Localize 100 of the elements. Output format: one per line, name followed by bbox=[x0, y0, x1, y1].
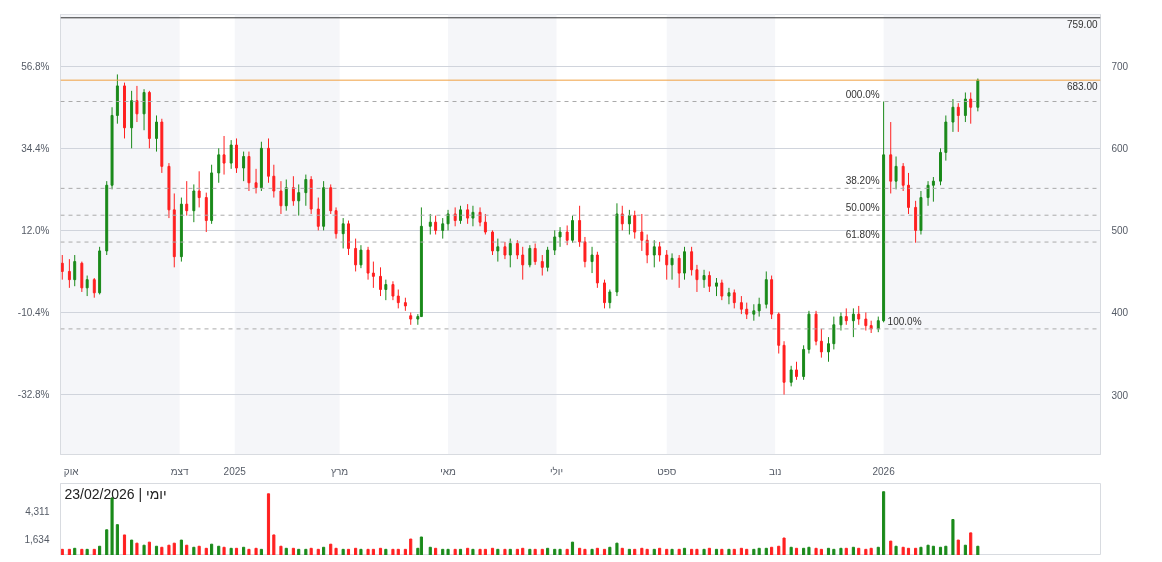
candlestick bbox=[720, 279, 724, 301]
bar bbox=[578, 547, 582, 555]
bar bbox=[334, 547, 338, 555]
bar bbox=[409, 538, 413, 555]
bar bbox=[956, 539, 960, 555]
bar bbox=[695, 548, 699, 555]
annotation: 100.0% bbox=[887, 315, 922, 327]
candlestick bbox=[396, 289, 400, 309]
bar bbox=[963, 544, 967, 555]
bar bbox=[229, 547, 233, 555]
bar bbox=[316, 548, 320, 555]
bar bbox=[546, 547, 550, 555]
candlestick bbox=[951, 98, 955, 133]
candlestick bbox=[496, 238, 500, 263]
bar bbox=[739, 547, 743, 555]
bar bbox=[777, 545, 781, 555]
bar bbox=[466, 547, 470, 555]
candlestick bbox=[690, 246, 694, 277]
bar bbox=[969, 532, 973, 555]
bar bbox=[110, 497, 114, 555]
bar bbox=[976, 545, 980, 555]
bar bbox=[471, 548, 475, 555]
bar bbox=[770, 546, 774, 555]
candlestick bbox=[546, 246, 550, 272]
bar bbox=[204, 547, 208, 555]
candlestick bbox=[633, 210, 637, 240]
candlestick bbox=[242, 151, 246, 182]
candlestick bbox=[508, 238, 512, 268]
bar bbox=[503, 548, 507, 555]
bar bbox=[403, 548, 407, 555]
candlestick bbox=[857, 305, 861, 326]
bar bbox=[832, 548, 836, 555]
bar bbox=[901, 546, 905, 555]
bar bbox=[794, 547, 799, 555]
candlestick bbox=[558, 226, 562, 248]
y-tick-label: 300 bbox=[1111, 389, 1129, 401]
annotation: 000.0% bbox=[845, 88, 880, 100]
x-tick-label: מאי bbox=[440, 465, 457, 477]
bar bbox=[366, 548, 370, 555]
bar bbox=[135, 542, 139, 555]
bar bbox=[802, 547, 806, 555]
bar bbox=[304, 548, 308, 555]
bar bbox=[483, 548, 487, 555]
y-tick-label: 1,634 bbox=[24, 533, 50, 545]
candlestick bbox=[222, 135, 226, 176]
bar bbox=[247, 548, 251, 555]
candlestick bbox=[528, 244, 532, 268]
bar bbox=[602, 548, 607, 555]
bar bbox=[154, 545, 159, 555]
bar bbox=[727, 548, 731, 555]
bar bbox=[528, 548, 532, 555]
candlestick bbox=[658, 241, 662, 263]
candlestick bbox=[695, 264, 699, 293]
candlestick bbox=[316, 197, 320, 231]
bar bbox=[67, 548, 71, 555]
bar bbox=[658, 547, 662, 555]
bar bbox=[396, 548, 400, 555]
bar bbox=[98, 545, 102, 555]
bar bbox=[720, 548, 724, 555]
candlestick bbox=[67, 258, 71, 289]
x-tick-label: מרץ bbox=[330, 465, 349, 477]
bar bbox=[234, 547, 239, 555]
candlestick bbox=[379, 266, 382, 297]
bar bbox=[378, 547, 383, 555]
candlestick bbox=[334, 206, 338, 240]
candlestick bbox=[466, 203, 470, 225]
candlestick bbox=[590, 246, 594, 274]
bar bbox=[553, 548, 557, 555]
candlestick bbox=[819, 328, 823, 359]
candlestick bbox=[640, 213, 644, 252]
candlestick bbox=[677, 254, 681, 289]
bar bbox=[453, 548, 457, 555]
bar bbox=[819, 548, 823, 555]
candlestick bbox=[963, 91, 967, 123]
candlestick bbox=[384, 279, 388, 301]
bar bbox=[359, 548, 363, 555]
candlestick bbox=[483, 213, 487, 235]
candlestick bbox=[608, 289, 612, 309]
bar bbox=[789, 546, 793, 555]
candlestick bbox=[789, 365, 793, 387]
bar bbox=[210, 543, 214, 555]
bar bbox=[478, 548, 482, 555]
bar bbox=[615, 542, 619, 555]
bar bbox=[919, 546, 923, 555]
candlestick bbox=[391, 280, 395, 301]
bar bbox=[839, 547, 843, 555]
annotation: 38.20% bbox=[845, 175, 880, 187]
candlestick bbox=[515, 239, 519, 260]
bar bbox=[384, 548, 388, 555]
candlestick bbox=[894, 156, 898, 190]
bar bbox=[851, 546, 855, 555]
bar bbox=[446, 548, 450, 555]
candlestick bbox=[359, 244, 363, 269]
bar bbox=[764, 547, 768, 555]
candlestick bbox=[229, 139, 233, 170]
bar bbox=[558, 548, 562, 555]
candlestick bbox=[707, 270, 711, 293]
ref-line-label: 759.00 bbox=[1066, 18, 1098, 30]
candlestick bbox=[235, 137, 238, 174]
candlestick bbox=[329, 183, 333, 215]
